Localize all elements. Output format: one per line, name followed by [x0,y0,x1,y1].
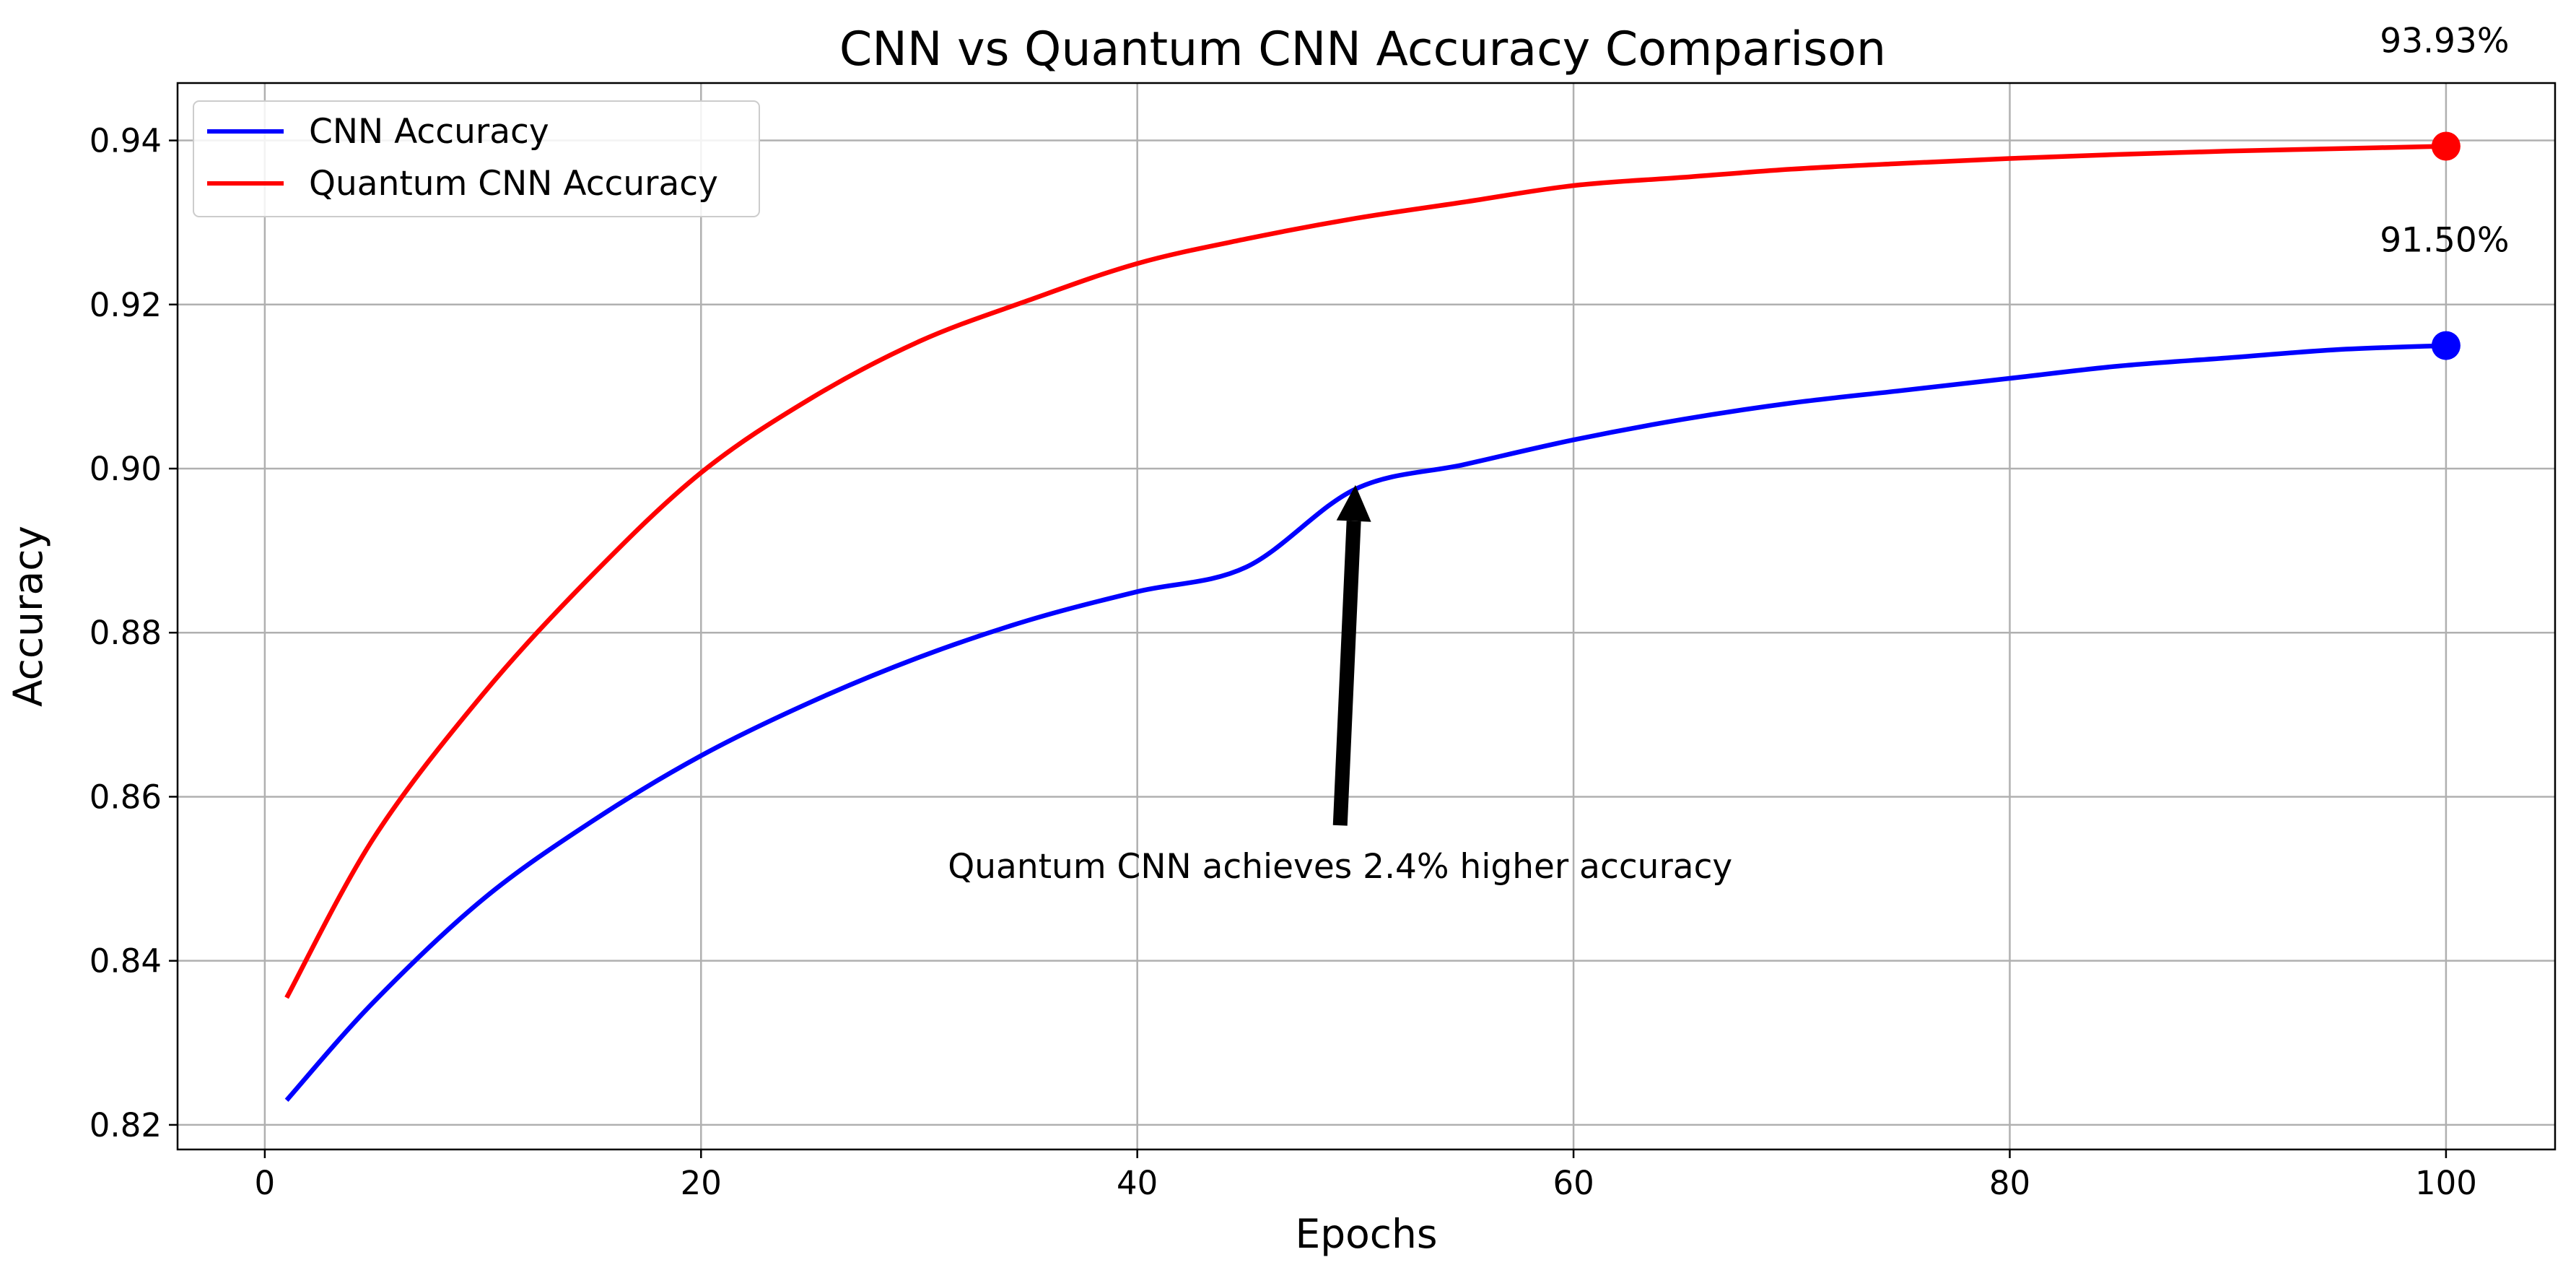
plot-frame [176,82,2557,1151]
legend-label-quantum-cnn: Quantum CNN Accuracy [309,164,718,204]
annotation [1332,484,1371,826]
legend: CNN Accuracy Quantum CNN Accuracy [193,100,760,217]
axis-ticks: 0 20 40 60 80 100 0.82 0.84 0.86 0.88 0.90 0.92 0.94 [89,122,2477,1202]
cnn-final-accuracy-label: 91.50% [2380,221,2509,261]
legend-label-cnn: CNN Accuracy [309,112,549,152]
y-axis-label: Accuracy [5,526,51,707]
chart-title: CNN vs Quantum CNN Accuracy Comparison [839,22,1886,77]
legend-box [193,100,760,217]
x-tick-label: 100 [2415,1164,2477,1202]
quantum-cnn-final-point [2431,131,2461,161]
y-tick-label: 0.94 [89,122,162,160]
x-axis-label: Epochs [1295,1211,1437,1257]
y-tick-label: 0.82 [89,1106,162,1144]
annotation-arrow-shaft [1332,521,1361,826]
cnn-accuracy-line [284,343,2447,1102]
quantum-cnn-accuracy-line [284,144,2446,999]
annotation-arrow-head [1336,484,1371,522]
annotation-text: Quantum CNN achieves 2.4% higher accurac… [948,847,1732,887]
x-tick-label: 0 [255,1164,276,1202]
x-tick-label: 60 [1553,1164,1594,1202]
y-tick-label: 0.86 [89,778,162,816]
x-tick-label: 20 [681,1164,722,1202]
quantum-cnn-final-accuracy-label: 93.93% [2380,21,2509,61]
y-tick-label: 0.92 [89,286,162,324]
y-tick-label: 0.88 [89,614,162,652]
x-tick-label: 80 [1989,1164,2030,1202]
cnn-final-point [2431,331,2461,360]
grid [178,83,2555,1149]
series-lines [284,131,2461,1102]
y-tick-label: 0.84 [89,942,162,981]
y-tick-label: 0.90 [89,450,162,488]
x-tick-label: 40 [1117,1164,1158,1202]
